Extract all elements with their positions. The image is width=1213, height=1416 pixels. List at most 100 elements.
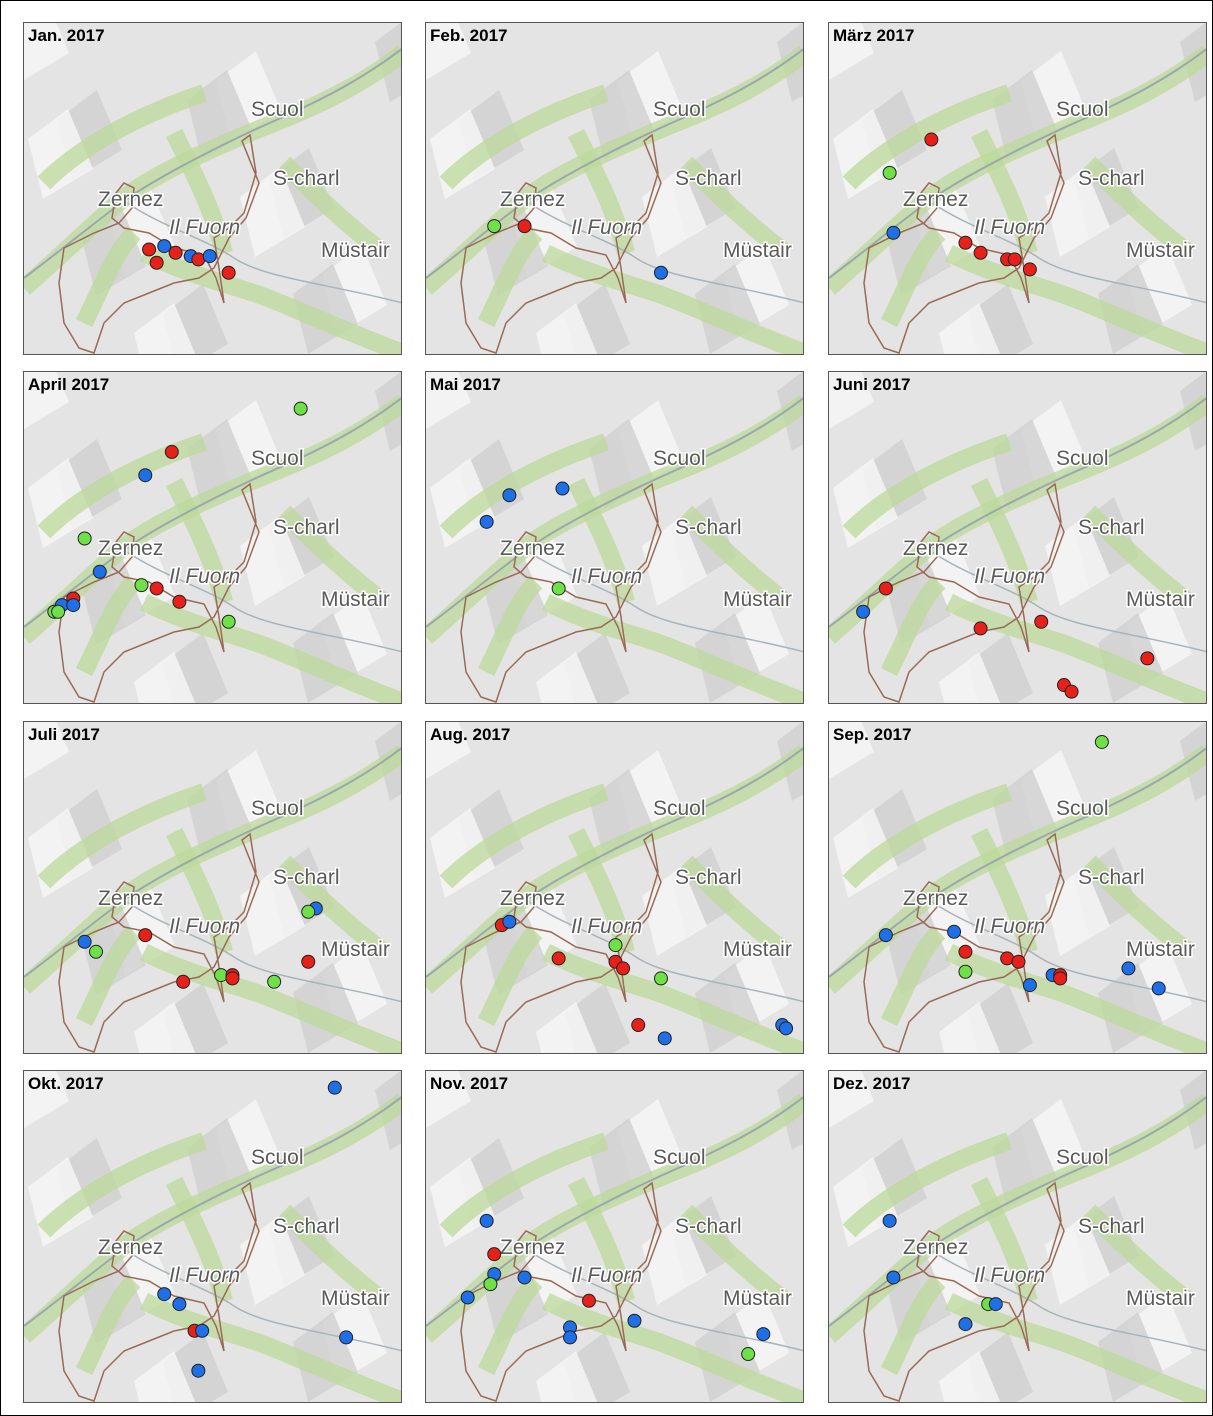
observation [556,482,569,495]
observation [302,905,315,918]
map-panel: ScuolS-charlZernezIl FuornMüstairMärz 20… [828,22,1207,355]
place-label: Scuol [653,447,706,470]
map: ScuolS-charlZernezIl FuornMüstairNov. 20… [426,1071,804,1403]
observation [654,266,667,279]
observation [484,1278,497,1291]
place-label: Zernez [500,887,565,910]
place-label: Müstair [1126,588,1195,611]
place-label: Zernez [98,537,163,560]
place-label: Il Fuorn [571,216,642,239]
observation [925,133,938,146]
place-label: S-charl [1078,1215,1145,1238]
observation [150,256,163,269]
place-label: Scuol [251,98,304,121]
place-label: Zernez [903,887,968,910]
observation [135,579,148,592]
place-label: Müstair [1126,239,1195,262]
place-label: Scuol [1056,1146,1109,1169]
panel-title: Nov. 2017 [430,1074,508,1093]
place-label: S-charl [675,167,742,190]
observation [974,622,987,635]
panel-title: April 2017 [28,375,109,394]
observation [192,1364,205,1377]
place-label: Il Fuorn [169,565,240,588]
observation [757,1328,770,1341]
panel-title: März 2017 [833,26,914,45]
observation [609,939,622,952]
place-label: Il Fuorn [169,1264,240,1287]
place-label: Müstair [723,239,792,262]
panel-title: Juni 2017 [833,375,911,394]
observation [887,1271,900,1284]
observation [959,1318,972,1331]
map-panel: ScuolS-charlZernezIl FuornMüstairJuli 20… [23,721,402,1054]
observation [564,1331,577,1344]
place-label: S-charl [1078,516,1145,539]
observation [883,1214,896,1227]
observation [488,220,501,233]
observation [857,605,870,618]
observation [632,1019,645,1032]
observation [552,582,565,595]
place-label: Müstair [321,239,390,262]
observation [879,929,892,942]
observation [1141,652,1154,665]
observation [90,945,103,958]
place-label: S-charl [1078,866,1145,889]
place-label: Il Fuorn [974,216,1045,239]
place-label: Müstair [723,1287,792,1310]
map-panel: ScuolS-charlZernezIl FuornMüstairDez. 20… [828,1070,1207,1403]
place-label: S-charl [675,1215,742,1238]
place-label: Scuol [653,98,706,121]
observation [658,1032,671,1045]
place-label: S-charl [273,1215,340,1238]
observation [948,925,961,938]
place-label: Il Fuorn [571,1264,642,1287]
place-label: Zernez [903,1236,968,1259]
observation [1152,982,1165,995]
place-label: Müstair [321,588,390,611]
observation [1122,962,1135,975]
place-label: Zernez [98,188,163,211]
map: ScuolS-charlZernezIl FuornMüstairApril 2… [24,372,402,704]
observation [268,975,281,988]
observation [177,975,190,988]
observation [959,945,972,958]
observation [150,582,163,595]
observation [143,243,156,256]
place-label: Müstair [1126,1287,1195,1310]
observation [780,1022,793,1035]
observation [654,972,667,985]
place-label: Scuol [1056,98,1109,121]
observation [165,445,178,458]
map-panel: ScuolS-charlZernezIl FuornMüstairSep. 20… [828,721,1207,1054]
place-label: S-charl [273,167,340,190]
map: ScuolS-charlZernezIl FuornMüstairDez. 20… [829,1071,1207,1403]
map: ScuolS-charlZernezIl FuornMüstairJuni 20… [829,372,1207,704]
observation [302,955,315,968]
observation [1012,955,1025,968]
observation [1008,253,1021,266]
place-label: Zernez [500,537,565,560]
observation [974,246,987,259]
observation [78,532,91,545]
observation [1035,615,1048,628]
observation [488,1248,501,1261]
place-label: S-charl [675,516,742,539]
observation [503,489,516,502]
map-panel: ScuolS-charlZernezIl FuornMüstairNov. 20… [425,1070,804,1403]
place-label: Scuol [251,797,304,820]
place-label: S-charl [675,866,742,889]
place-label: Scuol [251,447,304,470]
observation [582,1294,595,1307]
observation [222,266,235,279]
observation [989,1298,1002,1311]
map: ScuolS-charlZernezIl FuornMüstairJuli 20… [24,722,402,1054]
observation [959,236,972,249]
map-panel: ScuolS-charlZernezIl FuornMüstairOkt. 20… [23,1070,402,1403]
observation [78,935,91,948]
observation [139,929,152,942]
map: ScuolS-charlZernezIl FuornMüstairSep. 20… [829,722,1207,1054]
panel-title: Feb. 2017 [430,26,508,45]
observation [480,515,493,528]
